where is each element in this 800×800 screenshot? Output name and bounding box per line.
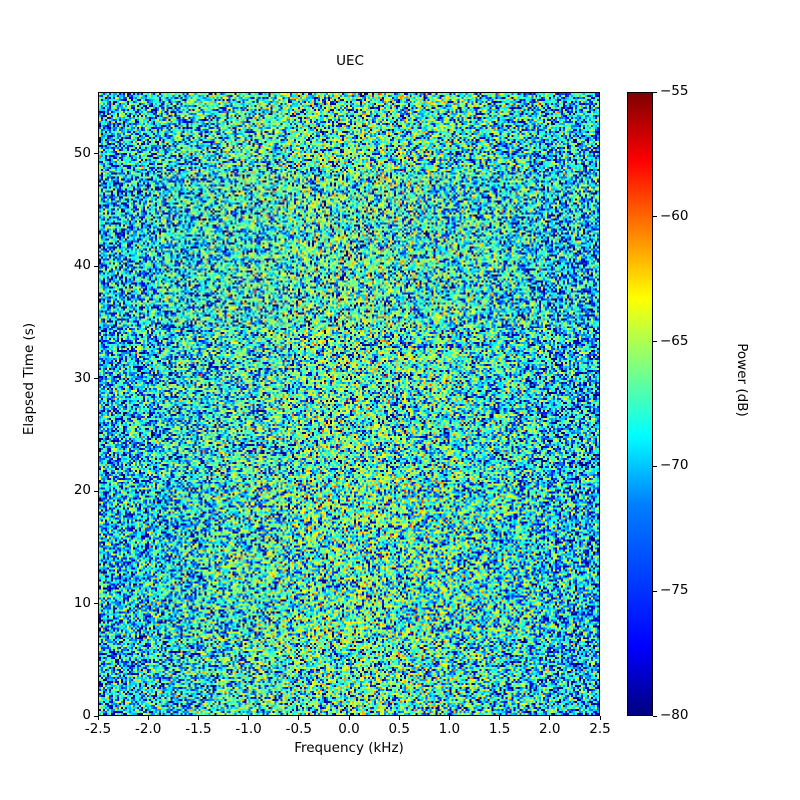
colorbar-tick-label: −75 (660, 582, 689, 599)
x-tick-label: 1.0 (438, 721, 461, 737)
y-tick-label: 40 (73, 257, 91, 274)
colorbar-tick-label: −65 (660, 332, 689, 349)
x-tick-label: -2.5 (84, 721, 112, 737)
x-tick-mark (499, 716, 501, 720)
x-tick-mark (599, 716, 601, 720)
y-tick-mark (94, 490, 98, 492)
y-tick-label: 30 (73, 369, 91, 386)
y-tick-mark (94, 378, 98, 380)
x-tick-label: 1.5 (488, 721, 511, 737)
x-tick-label: -2.0 (135, 721, 162, 737)
y-tick-label: 20 (73, 482, 91, 499)
colorbar-tick-label: −70 (660, 457, 689, 474)
x-tick-label: 0.0 (338, 721, 360, 737)
colorbar-gradient (628, 93, 652, 715)
spectrogram-image (99, 93, 599, 715)
colorbar-tick-label: −55 (660, 83, 689, 99)
colorbar-tick-label: −60 (660, 207, 689, 224)
x-tick-mark (549, 716, 551, 720)
x-tick-label: -1.0 (235, 721, 262, 737)
x-tick-mark (248, 716, 250, 720)
colorbar-tick-mark (653, 91, 657, 93)
spectrogram-plot-area (98, 92, 600, 716)
x-tick-label: 2.5 (589, 721, 611, 737)
x-tick-mark (348, 716, 350, 720)
colorbar-label: Power (dB) (734, 343, 750, 417)
colorbar (627, 92, 653, 716)
colorbar-tick-mark (653, 590, 657, 592)
y-tick-label: 10 (73, 594, 91, 611)
x-tick-label: 2.0 (539, 721, 561, 737)
y-tick-label: 50 (73, 144, 91, 161)
x-tick-label: 0.5 (388, 721, 410, 737)
y-tick-mark (94, 715, 98, 717)
y-axis-label: Elapsed Time (s) (21, 322, 37, 436)
x-tick-label: -1.5 (185, 721, 212, 737)
y-tick-label: 0 (82, 707, 91, 723)
x-tick-mark (147, 716, 149, 720)
y-tick-mark (94, 265, 98, 267)
colorbar-tick-mark (653, 465, 657, 467)
x-tick-label: -0.5 (285, 721, 312, 737)
colorbar-tick-mark (653, 715, 657, 717)
x-tick-mark (97, 716, 99, 720)
x-tick-mark (298, 716, 300, 720)
colorbar-tick-mark (653, 216, 657, 218)
x-axis-label: Frequency (kHz) (294, 740, 404, 756)
y-tick-mark (94, 603, 98, 605)
x-tick-mark (398, 716, 400, 720)
x-tick-mark (448, 716, 450, 720)
title-line-station: UEC (336, 53, 364, 69)
colorbar-tick-label: −80 (660, 707, 689, 723)
x-tick-mark (197, 716, 199, 720)
y-tick-mark (94, 153, 98, 155)
colorbar-tick-mark (653, 341, 657, 343)
